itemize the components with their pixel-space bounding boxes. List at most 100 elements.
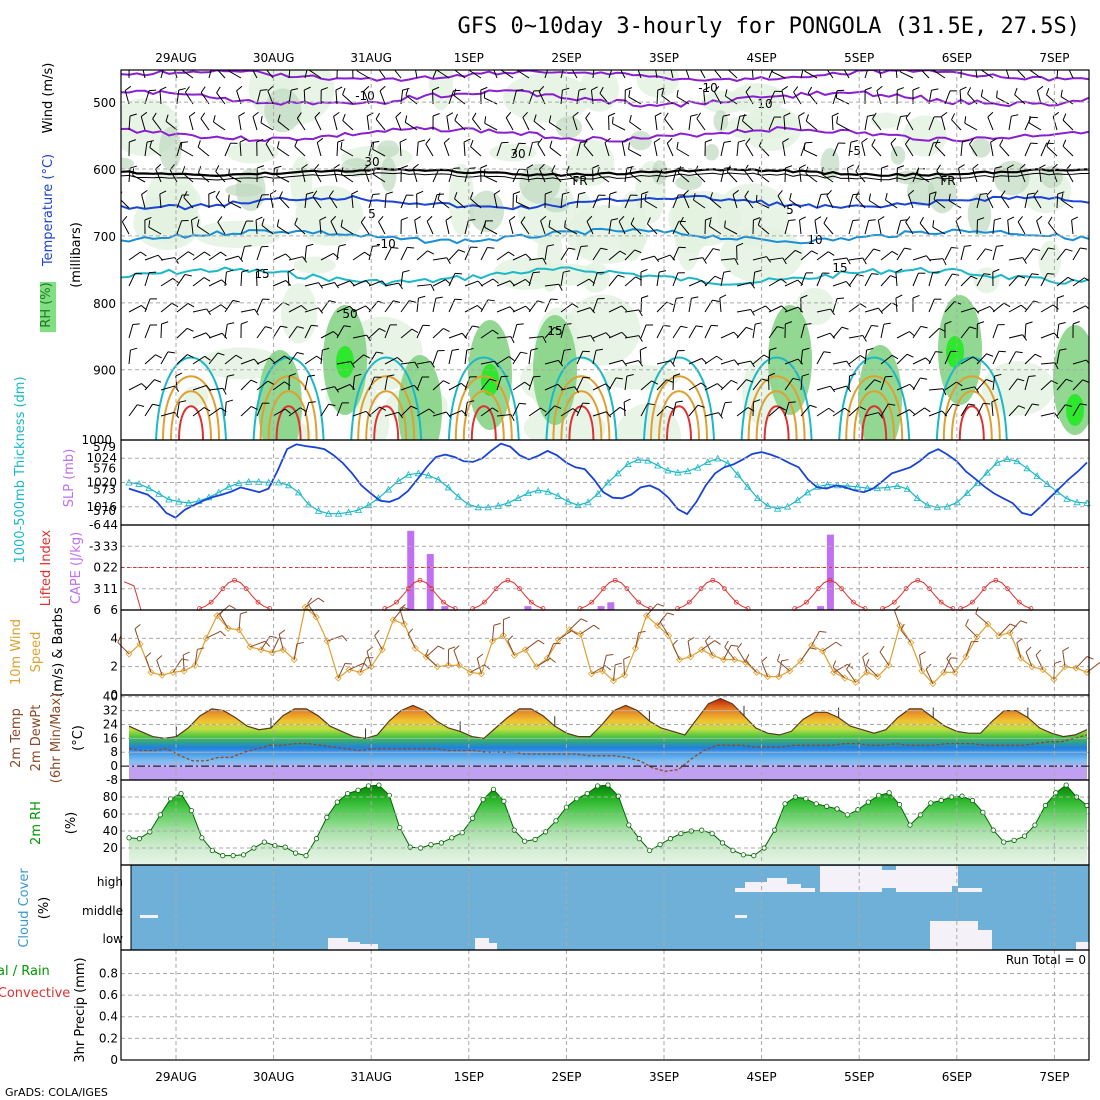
wind-barb-feather [850, 140, 858, 143]
wind-barb-feather [154, 379, 162, 383]
wind-speed-marker [653, 622, 662, 630]
wind-barb-feather [623, 398, 631, 403]
wind-barb-feather [226, 269, 234, 273]
wind-barb [624, 168, 628, 183]
wind-barb [768, 305, 782, 313]
wind-barb [320, 403, 330, 417]
wind-barb [672, 350, 679, 365]
wind-barb [1046, 145, 1058, 157]
wind-barb [287, 271, 290, 287]
rh-shade-saturated [946, 336, 964, 368]
wind-barb-feather [890, 137, 897, 144]
thickness-marker [1073, 498, 1081, 506]
wind-barb [208, 251, 221, 261]
wind-barb [832, 666, 846, 679]
date-label-top: 2SEP [551, 51, 581, 65]
wind-barb [580, 624, 595, 635]
wind-barb [224, 402, 227, 417]
wind-barb-feather [206, 308, 211, 316]
wind-barb-feather [768, 372, 776, 377]
wind-barb [612, 123, 626, 131]
rh-marker [803, 796, 809, 802]
wind-barb-feather [404, 115, 408, 123]
rh-marker [626, 822, 632, 828]
wind-barb [928, 258, 943, 261]
wind-tick: 2 [110, 660, 118, 674]
wind-barb-feather [828, 407, 835, 413]
wind-barb-feather [746, 379, 754, 383]
wind-barb [704, 325, 712, 339]
wind-barb [656, 405, 668, 417]
date-label-bottom: 31AUG [350, 1070, 392, 1084]
wind-barb-feather [343, 325, 351, 328]
wind-barb-feather [745, 326, 753, 331]
wind-tick: 0 [110, 688, 118, 702]
wind-barb-feather [703, 86, 711, 91]
wind-barb [1017, 221, 1026, 235]
thickness-marker [823, 480, 832, 488]
wind-barb [208, 332, 223, 339]
wind-barb [656, 89, 659, 105]
wind-barb [1024, 248, 1034, 261]
wind-barb-feather [996, 90, 998, 98]
temp-contour-20 [252, 356, 325, 440]
li-tick: 0 [93, 561, 101, 575]
li-marker [636, 599, 642, 605]
wind-barb-feather [329, 190, 334, 197]
wind-barb-feather [999, 139, 1004, 146]
wind-barb [800, 376, 803, 391]
thickness-marker [853, 482, 862, 490]
wind-barb [864, 379, 875, 391]
wind-barb [940, 116, 946, 131]
wind-barb-feather [964, 116, 967, 124]
li-marker [970, 599, 975, 605]
wind-barb-feather [1028, 375, 1036, 377]
wind-barb [832, 257, 847, 261]
wind-speed-marker [224, 624, 232, 632]
wind-barb-feather [780, 278, 787, 284]
wind-barb [992, 302, 1005, 313]
contour-label: 15 [832, 261, 847, 275]
wind-barb-feather [493, 190, 501, 195]
wind-barb-feather [1071, 216, 1079, 221]
wind-barb [183, 197, 194, 209]
wind-barb-feather [221, 332, 228, 339]
temp-contour-warm [763, 405, 790, 440]
wind-barb [197, 146, 210, 157]
wind-barb [960, 246, 965, 261]
rh-marker [928, 800, 934, 806]
wind-barb-feather [823, 216, 828, 224]
wind-barb-feather [825, 61, 829, 67]
contour-label: 30 [510, 147, 525, 161]
wind-barb-feather [284, 408, 291, 414]
wind-barb-feather [378, 215, 384, 222]
wind-barb-feather [374, 629, 380, 636]
wind-barb-feather [132, 168, 135, 176]
wind-barb-feather [965, 618, 969, 626]
wind-barb [928, 193, 931, 209]
thickness-marker [594, 489, 602, 497]
wind-barb-feather [398, 282, 403, 290]
ylabel-total-rain: Total / Rain [0, 964, 50, 979]
wind-barb-feather [802, 373, 810, 377]
wind-barb [453, 95, 466, 105]
wind-barb [784, 250, 796, 261]
ylabel-millibars: (millibars) [69, 222, 84, 288]
wind-barb-feather [220, 630, 226, 637]
wind-barb-feather [636, 60, 641, 65]
temp-tick: -8 [106, 773, 118, 787]
thickness-marker [1013, 457, 1021, 465]
rh-marker [969, 797, 976, 804]
wind-barb-feather [714, 640, 721, 645]
wind-barb [512, 169, 520, 183]
wind-speed-marker [565, 626, 574, 634]
wind-speed-marker [389, 616, 397, 624]
wind-barb-feather [319, 216, 327, 221]
wind-barb [656, 168, 663, 183]
wind-barb [704, 412, 719, 417]
wind-barb [528, 376, 534, 391]
wind-barb-feather [597, 167, 600, 175]
wind-barb-feather [788, 219, 796, 221]
wind-barb-feather [454, 191, 458, 199]
wind-barb-feather [867, 114, 875, 117]
